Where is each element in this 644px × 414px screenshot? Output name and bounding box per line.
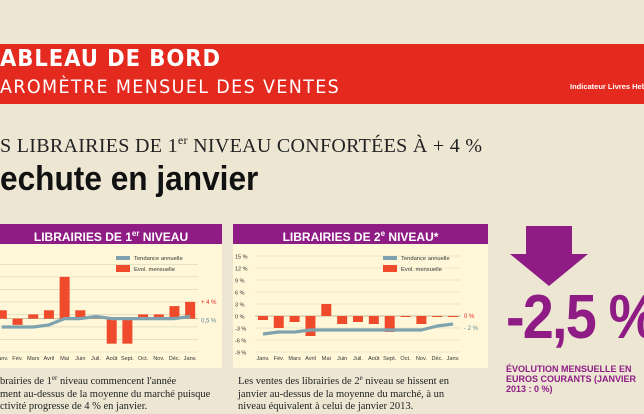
left-chart-xtick: Août xyxy=(106,356,118,362)
right-chart-legend-monthly-label: Evol. mensuelle xyxy=(401,267,442,273)
left-chart-xtick: Fév. xyxy=(12,356,23,362)
right-chart-xtick: Sept. xyxy=(383,356,397,362)
left-chart-legend-monthly-swatch xyxy=(116,265,130,272)
left-chart-legend-trend-label: Tendance annuelle xyxy=(134,256,183,262)
left-chart-bar xyxy=(60,277,70,319)
left-chart-bar xyxy=(13,319,23,325)
right-caption-l1: Les ventes des librairies de 2 xyxy=(238,376,360,387)
right-chart-bar xyxy=(416,316,426,324)
right-chart-legend-monthly-swatch xyxy=(383,265,397,272)
left-chart-bar xyxy=(28,314,38,318)
kicker-text-end: NIVEAU CONFORTÉES À + 4 % xyxy=(188,135,483,157)
right-chart-xtick: Nov. xyxy=(416,356,428,362)
down-arrow-icon xyxy=(508,226,590,288)
right-chart: 15 % 12 % 9 % 6 % 3 % 0 % -3 % -6 % -9 % Janv. Fév… xyxy=(233,244,488,368)
left-caption-l1: brairies de 1 xyxy=(0,376,52,387)
right-chart-xtick: Août xyxy=(368,356,380,362)
right-chart-ytick: 3 % xyxy=(235,303,245,309)
highlight-label: ÉVOLUTION MENSUELLE EN EUROS COURANTS (J… xyxy=(506,364,644,394)
right-chart-bar xyxy=(258,316,268,320)
right-chart-bar xyxy=(353,316,363,322)
left-chart-end-label-monthly: + 4 % xyxy=(201,300,217,306)
left-chart-title: LIBRAIRIES DE 1er NIVEAU xyxy=(0,224,222,244)
right-caption-l3: niveau équivalent à celui de janvier 201… xyxy=(238,401,413,412)
right-chart-xtick: Déc. xyxy=(431,356,443,362)
highlight-value: -2,5 % xyxy=(506,282,644,353)
right-chart-ytick: 12 % xyxy=(235,267,248,273)
left-chart-legend-trend-swatch xyxy=(116,256,130,260)
right-chart-trend-line xyxy=(263,324,453,334)
right-caption-l1b: niveau se hissent en xyxy=(363,376,449,387)
left-caption-l3: ctivité progresse de 4 % en janvier. xyxy=(0,401,147,412)
right-chart-end-label-trend: - 2 % xyxy=(464,326,479,332)
kicker-sup: er xyxy=(178,133,188,147)
right-chart-xtick: Juin xyxy=(337,356,347,362)
left-chart-xtick: Sept. xyxy=(121,356,135,362)
header-title: ABLEAU DE BORD xyxy=(0,46,221,72)
article-kicker: S LIBRAIRIES DE 1er NIVEAU CONFORTÉES À … xyxy=(0,133,482,158)
left-chart: Janv.Fév.MarsAvrilMaiJuinJuil.AoûtSept.O… xyxy=(0,244,222,368)
left-chart-xtick: Janv. xyxy=(184,356,197,362)
right-chart-bar xyxy=(290,316,300,322)
left-title-text: LIBRAIRIES DE 1 xyxy=(34,230,132,244)
left-caption-l2: ment au-dessus de la moyenne du marché p… xyxy=(0,389,210,400)
right-chart-end-label-monthly: 0 % xyxy=(464,314,475,320)
left-title-end: NIVEAU xyxy=(139,230,188,244)
right-chart-ytick: 6 % xyxy=(235,291,245,297)
header-indicator-label: Indicateur Livres Hebdo xyxy=(570,82,644,91)
right-caption: Les ventes des librairies de 2e niveau s… xyxy=(238,372,494,414)
left-chart-bar xyxy=(0,310,7,318)
left-chart-xtick: Mars xyxy=(27,356,40,362)
header-subtitle: AROMÈTRE MENSUEL DES VENTES xyxy=(0,76,340,98)
right-chart-xtick: Avril xyxy=(305,356,316,362)
right-chart-xtick: Juil. xyxy=(353,356,363,362)
right-chart-legend-trend-label: Tendance annuelle xyxy=(401,256,450,262)
left-chart-bar xyxy=(44,310,54,318)
left-chart-xtick: Avril xyxy=(44,356,55,362)
right-chart-bar xyxy=(274,316,284,328)
right-chart-ytick: 9 % xyxy=(235,279,245,285)
right-chart-ytick: 0 % xyxy=(235,315,245,321)
right-title-end: NIVEAU* xyxy=(385,230,438,244)
right-chart-xtick: Mars xyxy=(288,356,301,362)
left-chart-bar xyxy=(107,319,117,344)
kicker-text: S LIBRAIRIES DE 1 xyxy=(0,135,178,157)
right-chart-xtick: Mai xyxy=(322,356,331,362)
right-chart-ytick: -6 % xyxy=(235,339,246,345)
right-chart-ytick: 15 % xyxy=(235,255,248,261)
right-chart-xtick: Oct. xyxy=(400,356,411,362)
left-chart-legend-monthly-label: Evol. mensuelle xyxy=(134,267,175,273)
right-chart-ytick: -3 % xyxy=(235,327,246,333)
left-caption: brairies de 1er niveau commencent l'anné… xyxy=(0,372,228,414)
right-chart-xtick: Fév. xyxy=(274,356,285,362)
right-chart-legend-trend-swatch xyxy=(383,256,397,260)
right-chart-bar xyxy=(369,316,379,324)
right-chart-bar xyxy=(337,316,347,324)
left-chart-end-label-trend: 0,5 % xyxy=(201,319,217,325)
left-chart-xtick: Nov. xyxy=(153,356,165,362)
left-chart-xtick: Mai xyxy=(60,356,69,362)
right-chart-xtick: Janv. xyxy=(256,356,269,362)
right-chart-ytick: -9 % xyxy=(235,351,246,357)
left-chart-xtick: Juin xyxy=(75,356,85,362)
left-chart-xtick: Oct. xyxy=(138,356,149,362)
right-chart-bar xyxy=(321,304,331,316)
right-chart-title: LIBRAIRIES DE 2e NIVEAU* xyxy=(233,224,488,244)
right-chart-bar xyxy=(401,316,411,317)
right-chart-panel: 15 % 12 % 9 % 6 % 3 % 0 % -3 % -6 % -9 % Janv. Fév… xyxy=(233,244,488,368)
left-chart-bar xyxy=(122,319,132,344)
article-headline: echute en janvier xyxy=(0,160,258,199)
right-chart-bar xyxy=(448,316,458,317)
right-chart-bar xyxy=(432,316,442,317)
left-caption-l1b: niveau commencent l'année xyxy=(57,376,176,387)
right-chart-bar xyxy=(305,316,315,336)
left-chart-xtick: Déc. xyxy=(169,356,181,362)
right-caption-l2: janvier au-dessus de la moyenne du march… xyxy=(238,389,444,400)
left-chart-panel: Janv.Fév.MarsAvrilMaiJuinJuil.AoûtSept.O… xyxy=(0,244,222,368)
header-band: ABLEAU DE BORD AROMÈTRE MENSUEL DES VENT… xyxy=(0,44,644,104)
left-chart-xtick: Janv. xyxy=(0,356,9,362)
right-chart-xtick: Janv. xyxy=(447,356,460,362)
left-chart-xtick: Juil. xyxy=(91,356,101,362)
right-title-text: LIBRAIRIES DE 2 xyxy=(283,230,381,244)
